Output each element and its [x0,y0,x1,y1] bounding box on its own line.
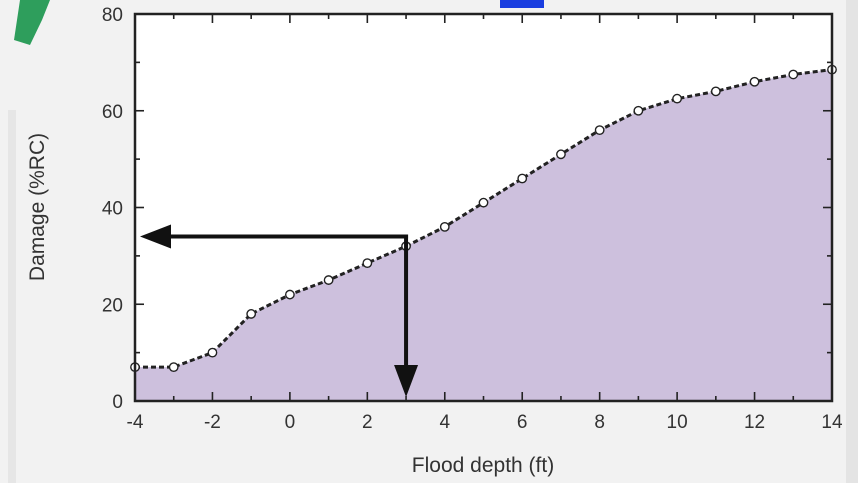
data-point [672,93,683,104]
data-point [633,105,644,116]
data-point [323,275,334,285]
data-point [284,289,295,300]
y-tick-label: 20 [102,295,123,316]
y-tick-label: 0 [112,392,123,413]
x-tick-label: 12 [744,412,765,433]
y-tick-label: 40 [102,199,123,220]
y-tick-label: 60 [102,102,123,123]
x-tick-label: 4 [439,412,450,433]
green-corner-fragment [14,0,50,45]
x-tick-label: -2 [204,412,221,433]
x-tick-label: -4 [127,412,144,433]
x-tick-label: 10 [667,412,688,433]
x-axis-title: Flood depth (ft) [412,454,554,477]
x-tick-label: 2 [362,412,373,433]
left-edge-strip [8,110,16,483]
arrow-head-down [394,365,419,397]
blue-title-fragment [500,0,544,8]
damage-area-fill [135,69,832,401]
data-point [362,258,373,269]
data-point [710,86,721,97]
data-point [556,149,566,160]
x-tick-label: 8 [594,412,605,433]
data-point [594,125,605,136]
data-point [517,173,528,184]
data-point [478,197,489,208]
data-point [168,362,179,373]
x-tick-label: 14 [821,412,843,433]
data-point [788,69,799,80]
data-point [207,347,218,358]
right-edge-strip [846,0,858,483]
data-point [749,76,760,87]
y-tick-label: 80 [102,5,123,26]
x-tick-label: 0 [285,412,296,433]
data-point [246,309,257,319]
x-tick-label: 6 [517,412,528,433]
y-axis-title: Damage (%RC) [26,133,49,281]
data-point [439,221,450,232]
arrow-head-left [140,224,171,249]
